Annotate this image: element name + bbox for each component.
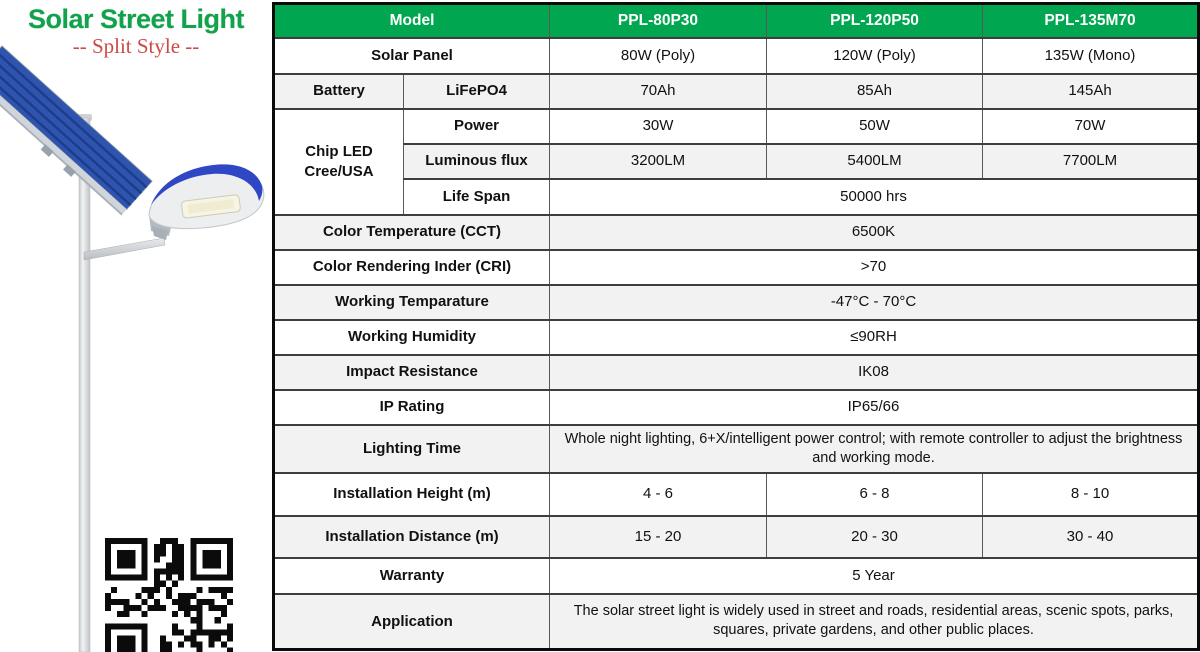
value-installation-distance-3: 30 - 40 [982,514,1199,559]
header-model-2: PPL-120P50 [766,2,983,39]
label-installation-distance: Installation Distance (m) [273,514,550,559]
value-warranty: 5 Year [549,556,1199,595]
label-application: Application [273,592,550,651]
label-ip-rating: IP Rating [273,388,550,426]
row-battery: Battery LiFePO4 70Ah 85Ah 145Ah [273,72,1199,110]
value-power-2: 50W [766,107,983,145]
label-working-humidity: Working Humidity [273,318,550,356]
value-battery-2: 85Ah [766,72,983,110]
value-luminous-2: 5400LM [766,142,983,180]
value-installation-height-3: 8 - 10 [982,471,1199,517]
label-working-temperature: Working Temparature [273,283,550,321]
value-working-humidity: ≤90RH [549,318,1199,356]
row-solar-panel: Solar Panel 80W (Poly) 120W (Poly) 135W … [273,36,1199,75]
lamp-arm-graphic [83,237,166,261]
header-model-3: PPL-135M70 [982,2,1199,39]
row-lighting-time: Lighting Time Whole night lighting, 6+X/… [273,423,1199,474]
label-solar-panel: Solar Panel [273,36,550,75]
row-luminous-flux: Luminous flux 3200LM 5400LM 7700LM [274,142,1199,180]
row-installation-height: Installation Height (m) 4 - 6 6 - 8 8 - … [273,471,1199,517]
label-installation-height: Installation Height (m) [273,471,550,517]
row-ip-rating: IP Rating IP65/66 [273,388,1199,426]
header-model-1: PPL-80P30 [549,2,767,39]
value-luminous-3: 7700LM [982,142,1199,180]
row-color-temperature: Color Temperature (CCT) 6500K [273,213,1199,251]
value-life-span: 50000 hrs [549,177,1199,216]
label-power: Power [403,107,550,145]
value-power-3: 70W [982,107,1199,145]
value-solar-panel-1: 80W (Poly) [549,36,767,75]
row-warranty: Warranty 5 Year [273,556,1199,595]
label-battery: Battery [273,72,404,110]
label-life-span: Life Span [403,177,550,216]
lamp-head-graphic [148,164,265,240]
label-luminous-flux: Luminous flux [403,142,550,180]
value-solar-panel-3: 135W (Mono) [982,36,1199,75]
row-chip-power: Chip LED Cree/USA Power 30W 50W 70W [273,107,1199,216]
row-application: Application The solar street light is wi… [273,592,1199,651]
label-impact-resistance: Impact Resistance [273,353,550,391]
value-ip-rating: IP65/66 [549,388,1199,426]
row-cri: Color Rendering Inder (CRI) >70 [273,248,1199,286]
label-color-temperature: Color Temperature (CCT) [273,213,550,251]
label-warranty: Warranty [273,556,550,595]
value-installation-height-1: 4 - 6 [549,471,767,517]
label-lighting-time: Lighting Time [273,423,550,474]
brand-subtitle: -- Split Style -- [72,34,200,58]
value-power-1: 30W [549,107,767,145]
brand-panel: Solar Street Light -- Split Style -- [0,0,272,652]
row-working-temperature: Working Temparature -47°C - 70°C [273,283,1199,321]
row-impact-resistance: Impact Resistance IK08 [273,353,1199,391]
value-lighting-time: Whole night lighting, 6+X/intelligent po… [549,423,1199,474]
value-working-temperature: -47°C - 70°C [549,283,1199,321]
value-installation-distance-2: 20 - 30 [766,514,983,559]
value-battery-3: 145Ah [982,72,1199,110]
row-installation-distance: Installation Distance (m) 15 - 20 20 - 3… [273,514,1199,559]
product-image [0,45,265,652]
value-impact-resistance: IK08 [549,353,1199,391]
value-battery-1: 70Ah [549,72,767,110]
label-battery-type: LiFePO4 [403,72,550,110]
row-working-humidity: Working Humidity ≤90RH [273,318,1199,356]
header-model: Model [273,2,550,39]
row-life-span: Life Span 50000 hrs [274,177,1199,216]
value-application: The solar street light is widely used in… [549,592,1199,651]
table-header-row: Model PPL-80P30 PPL-120P50 PPL-135M70 [273,2,1199,39]
value-color-temperature: 6500K [549,213,1199,251]
value-installation-distance-1: 15 - 20 [549,514,767,559]
value-cri: >70 [549,248,1199,286]
label-cri: Color Rendering Inder (CRI) [273,248,550,286]
brand-title: Solar Street Light [27,4,245,34]
solar-panel-graphic [0,45,153,216]
spec-table: Model PPL-80P30 PPL-120P50 PPL-135M70 So… [272,2,1200,651]
value-luminous-1: 3200LM [549,142,767,180]
value-installation-height-2: 6 - 8 [766,471,983,517]
pole-graphic [74,114,94,652]
spec-table-wrap: Model PPL-80P30 PPL-120P50 PPL-135M70 So… [272,2,1200,651]
qr-code-icon [105,538,233,652]
value-solar-panel-2: 120W (Poly) [766,36,983,75]
label-chip-led: Chip LED Cree/USA [273,107,404,216]
